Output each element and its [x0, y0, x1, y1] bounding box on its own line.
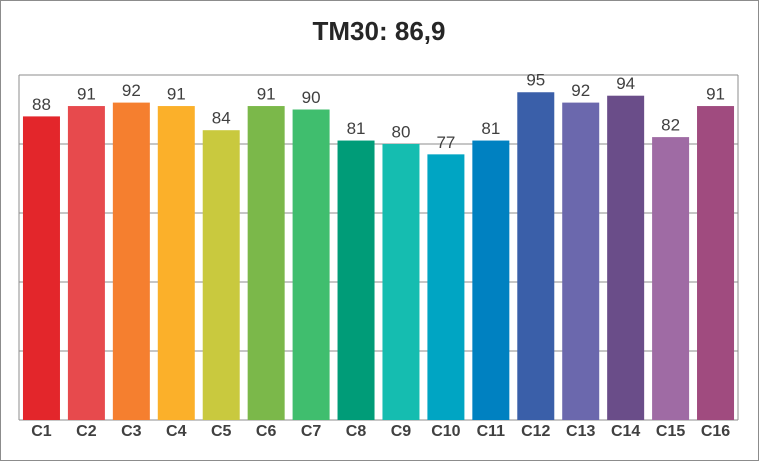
x-tick-label: C1 [31, 423, 52, 440]
bar [697, 106, 735, 421]
value-label: 92 [122, 81, 141, 100]
bar [22, 116, 60, 421]
x-tick-label: C11 [477, 423, 506, 440]
bar [292, 109, 330, 420]
value-label: 94 [616, 74, 635, 93]
bar [337, 140, 375, 421]
x-tick-label: C13 [566, 423, 595, 440]
value-label: 81 [347, 119, 366, 138]
x-tick-label: C9 [391, 423, 412, 440]
bar [562, 102, 600, 420]
bar [157, 106, 195, 421]
x-tick-label: C15 [656, 423, 685, 440]
value-label: 95 [526, 71, 545, 90]
x-tick-label: C3 [121, 423, 142, 440]
bar [427, 154, 465, 420]
x-tick-label: C2 [76, 423, 97, 440]
bar [247, 106, 285, 421]
chart-title: TM30: 86,9 [313, 16, 446, 46]
value-label: 88 [32, 95, 51, 114]
bar [472, 140, 510, 421]
bar [202, 130, 240, 420]
value-label: 90 [302, 88, 321, 107]
x-tick-label: C7 [301, 423, 322, 440]
value-label: 82 [661, 116, 680, 135]
bar [607, 95, 645, 420]
value-label: 81 [481, 119, 500, 138]
x-tick-label: C6 [256, 423, 277, 440]
x-tick-label: C8 [346, 423, 367, 440]
value-label: 91 [706, 85, 725, 104]
bar [112, 102, 150, 420]
value-label: 91 [167, 85, 186, 104]
plot-area: 88 C1 91 C2 92 C3 91 C4 84 C5 91 C6 90 C7 81 C8 80 C9 77 C1… [18, 71, 739, 440]
value-label: 77 [436, 133, 455, 152]
bar [67, 106, 105, 421]
x-tick-label: C10 [431, 423, 460, 440]
bar [382, 144, 420, 420]
bar [517, 92, 555, 420]
x-tick-label: C4 [166, 423, 187, 440]
x-tick-label: C16 [701, 423, 730, 440]
value-label: 84 [212, 109, 231, 128]
value-label: 91 [77, 85, 96, 104]
x-tick-label: C12 [521, 423, 550, 440]
x-tick-label: C5 [211, 423, 232, 440]
value-label: 91 [257, 85, 276, 104]
value-label: 92 [571, 81, 590, 100]
x-tick-label: C14 [611, 423, 640, 440]
bar [652, 137, 690, 420]
value-label: 80 [392, 122, 411, 141]
